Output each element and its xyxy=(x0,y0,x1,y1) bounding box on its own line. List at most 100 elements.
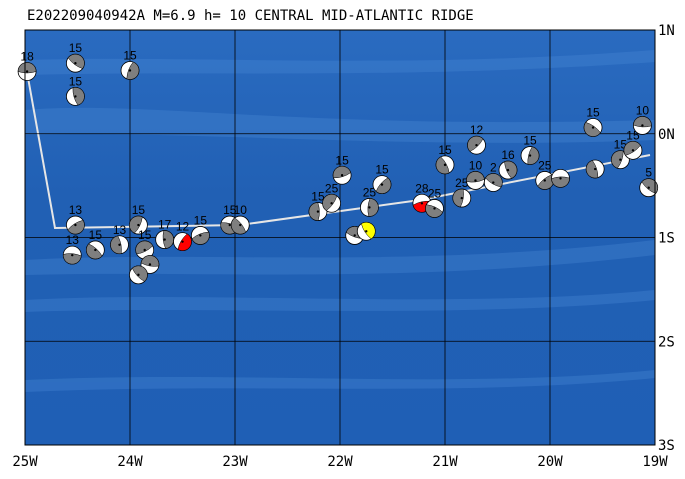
beachball-quadrant xyxy=(17,62,37,74)
beachball-axis xyxy=(474,179,477,182)
beachball-axis xyxy=(353,234,356,237)
beachball-quadrant xyxy=(527,146,540,165)
beachball-axis xyxy=(25,70,29,73)
y-tick-label: 1N xyxy=(658,23,675,39)
beachball-axis xyxy=(460,196,463,200)
depth-label: 16 xyxy=(501,148,515,162)
focal-mechanism xyxy=(466,171,485,190)
beachball-quadrant xyxy=(485,173,503,188)
beachball-quadrant xyxy=(435,156,450,175)
beachball-quadrant xyxy=(126,61,140,80)
depth-label: 13 xyxy=(69,203,83,217)
beachball-quadrant xyxy=(131,265,148,282)
beachball-quadrant xyxy=(452,188,464,208)
depth-label: 17 xyxy=(158,218,172,232)
beachball-axis xyxy=(647,186,650,189)
beachball-axis xyxy=(137,223,140,227)
beachball-axis xyxy=(163,238,166,241)
depth-label: 15 xyxy=(194,213,208,227)
beachball-quadrant xyxy=(67,219,85,235)
beachball-quadrant xyxy=(551,176,570,188)
beachball-axis xyxy=(71,253,74,257)
focal-mechanism xyxy=(110,235,129,255)
beachball-axis xyxy=(631,149,635,152)
depth-label: 2 xyxy=(490,161,497,175)
beachball-quadrant xyxy=(375,177,392,194)
depth-label: 12 xyxy=(176,220,190,234)
x-tick-label: 23W xyxy=(222,454,248,470)
depth-label: 15 xyxy=(223,203,237,217)
x-tick-label: 22W xyxy=(327,454,353,470)
focal-mechanism xyxy=(520,146,540,165)
focal-mechanism xyxy=(230,215,250,235)
beachball-quadrant xyxy=(231,217,247,235)
beachball-axis xyxy=(330,202,333,205)
depth-label: 10 xyxy=(234,203,248,217)
beachball-axis xyxy=(128,69,132,72)
beachball-axis xyxy=(593,167,597,171)
beachball-quadrant xyxy=(623,141,641,156)
beachball-quadrant xyxy=(332,166,351,179)
y-tick-label: 2S xyxy=(658,334,675,350)
focal-mechanism xyxy=(551,168,570,188)
depth-label: 25 xyxy=(325,181,339,195)
beachball-axis xyxy=(591,126,595,129)
focal-mechanism xyxy=(120,61,140,80)
x-tick-label: 20W xyxy=(537,454,563,470)
y-tick-label: 3S xyxy=(658,438,675,454)
beachball-axis xyxy=(619,158,622,161)
focal-mechanism xyxy=(425,199,444,218)
beachball-axis xyxy=(74,95,77,98)
depth-label: 15 xyxy=(69,41,83,55)
depth-label: 15 xyxy=(311,190,325,204)
beachball-axis xyxy=(492,181,495,184)
beachball-quadrant xyxy=(177,233,192,251)
depth-label: 15 xyxy=(89,228,103,242)
depth-label: 15 xyxy=(69,74,83,88)
depth-label: 28 xyxy=(415,181,429,195)
focal-mechanism xyxy=(62,245,82,265)
focal-mechanism xyxy=(190,226,210,245)
beachball-quadrant xyxy=(110,235,122,254)
beachball-axis xyxy=(443,163,447,167)
beachball-quadrant xyxy=(361,222,376,240)
focal-mechanism xyxy=(435,155,455,175)
x-tick-label: 21W xyxy=(432,454,458,470)
focal-mechanism xyxy=(585,159,605,179)
beachball-axis xyxy=(143,248,146,252)
beachball-quadrant xyxy=(322,194,338,211)
focal-mechanism xyxy=(128,215,148,235)
depth-label: 25 xyxy=(428,186,442,200)
beachball-axis xyxy=(543,179,546,182)
focal-mechanism xyxy=(498,160,518,180)
depth-label: 15 xyxy=(123,48,137,62)
beachball-axis xyxy=(340,174,344,177)
y-tick-label: 1S xyxy=(658,231,675,247)
beachball-quadrant xyxy=(633,116,652,128)
depth-label: 10 xyxy=(636,103,650,117)
focal-mechanism xyxy=(359,198,379,217)
beachball-quadrant xyxy=(611,150,624,169)
x-tick-label: 24W xyxy=(117,454,143,470)
focal-mechanism xyxy=(173,232,192,252)
depth-label: 5 xyxy=(645,166,652,180)
focal-mechanism xyxy=(583,118,603,137)
depth-label: 15 xyxy=(523,134,537,148)
depth-label: 12 xyxy=(470,123,484,137)
beachball-quadrant xyxy=(191,231,210,245)
beachball-axis xyxy=(368,206,371,209)
beachball-quadrant xyxy=(135,240,154,255)
beachball-quadrant xyxy=(425,204,443,218)
focal-mechanism xyxy=(535,171,555,190)
depth-label: 10 xyxy=(469,158,483,172)
depth-label: 13 xyxy=(113,223,127,237)
beachball-axis xyxy=(199,234,202,237)
depth-label: 15 xyxy=(586,106,600,120)
beachball-axis xyxy=(94,248,97,252)
focal-mechanism xyxy=(623,140,643,160)
y-tick-label: 0N xyxy=(658,127,675,143)
focal-mechanism xyxy=(633,116,652,135)
beachball-quadrant xyxy=(466,171,485,183)
